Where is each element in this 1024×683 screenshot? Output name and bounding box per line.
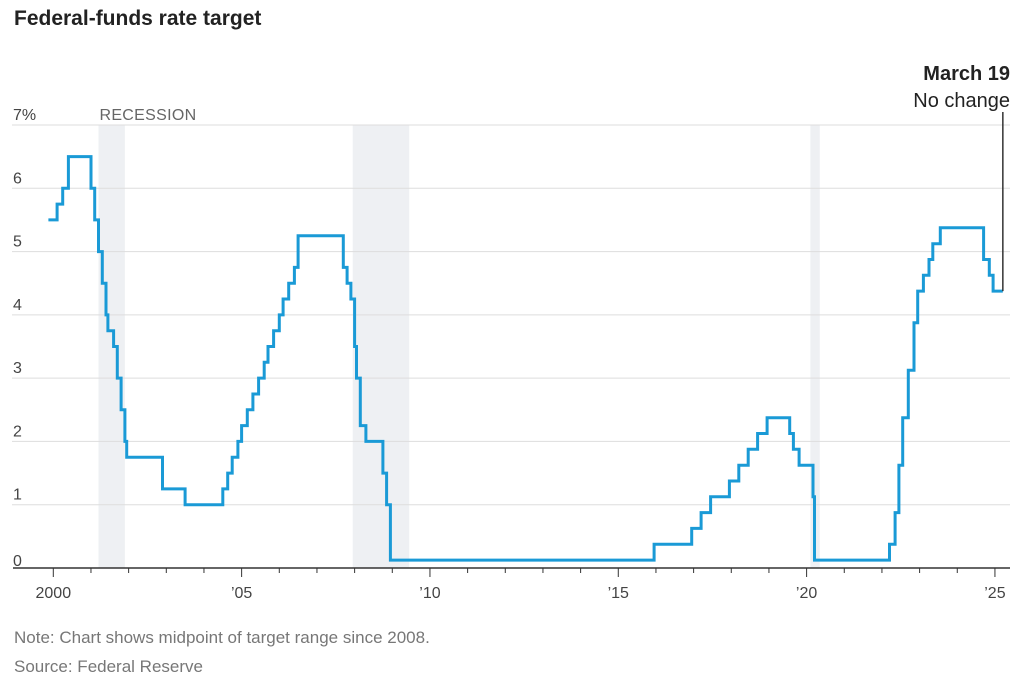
y-tick-label: 4 xyxy=(13,297,22,314)
recession-band xyxy=(98,125,125,568)
recession-band xyxy=(810,125,820,568)
recession-label: RECESSION xyxy=(99,107,196,124)
grid-lines xyxy=(12,124,1010,506)
x-tick-label: ’05 xyxy=(231,585,252,602)
x-tick-label: 2000 xyxy=(36,585,72,602)
x-tick-label: ’10 xyxy=(419,585,440,602)
x-axis-ticks: 2000 ’05 ’10 ’15 ’20 ’25 xyxy=(36,568,1006,602)
chart-title: Federal-funds rate target xyxy=(14,7,262,30)
recession-bands xyxy=(98,125,820,568)
chart-note: Note: Chart shows midpoint of target ran… xyxy=(14,628,430,647)
rate-series-line xyxy=(48,155,1003,562)
annotation-date: March 19 xyxy=(923,63,1010,85)
x-tick-label: ’20 xyxy=(796,585,817,602)
y-tick-label: 0 xyxy=(13,553,22,570)
y-tick-label: 2 xyxy=(13,423,22,440)
y-tick-label: 1 xyxy=(13,487,22,504)
y-tick-label: 3 xyxy=(13,360,22,377)
x-tick-label: ’25 xyxy=(984,585,1005,602)
y-tick-label: 6 xyxy=(13,170,22,187)
annotation-text: No change xyxy=(913,90,1010,112)
y-tick-label: 7% xyxy=(13,107,36,124)
x-tick-label: ’15 xyxy=(608,585,629,602)
recession-band xyxy=(352,125,410,568)
y-tick-label: 5 xyxy=(13,234,22,251)
y-axis-ticks: 0 1 2 3 4 5 6 7% xyxy=(13,107,36,570)
chart-source: Source: Federal Reserve xyxy=(14,657,203,676)
